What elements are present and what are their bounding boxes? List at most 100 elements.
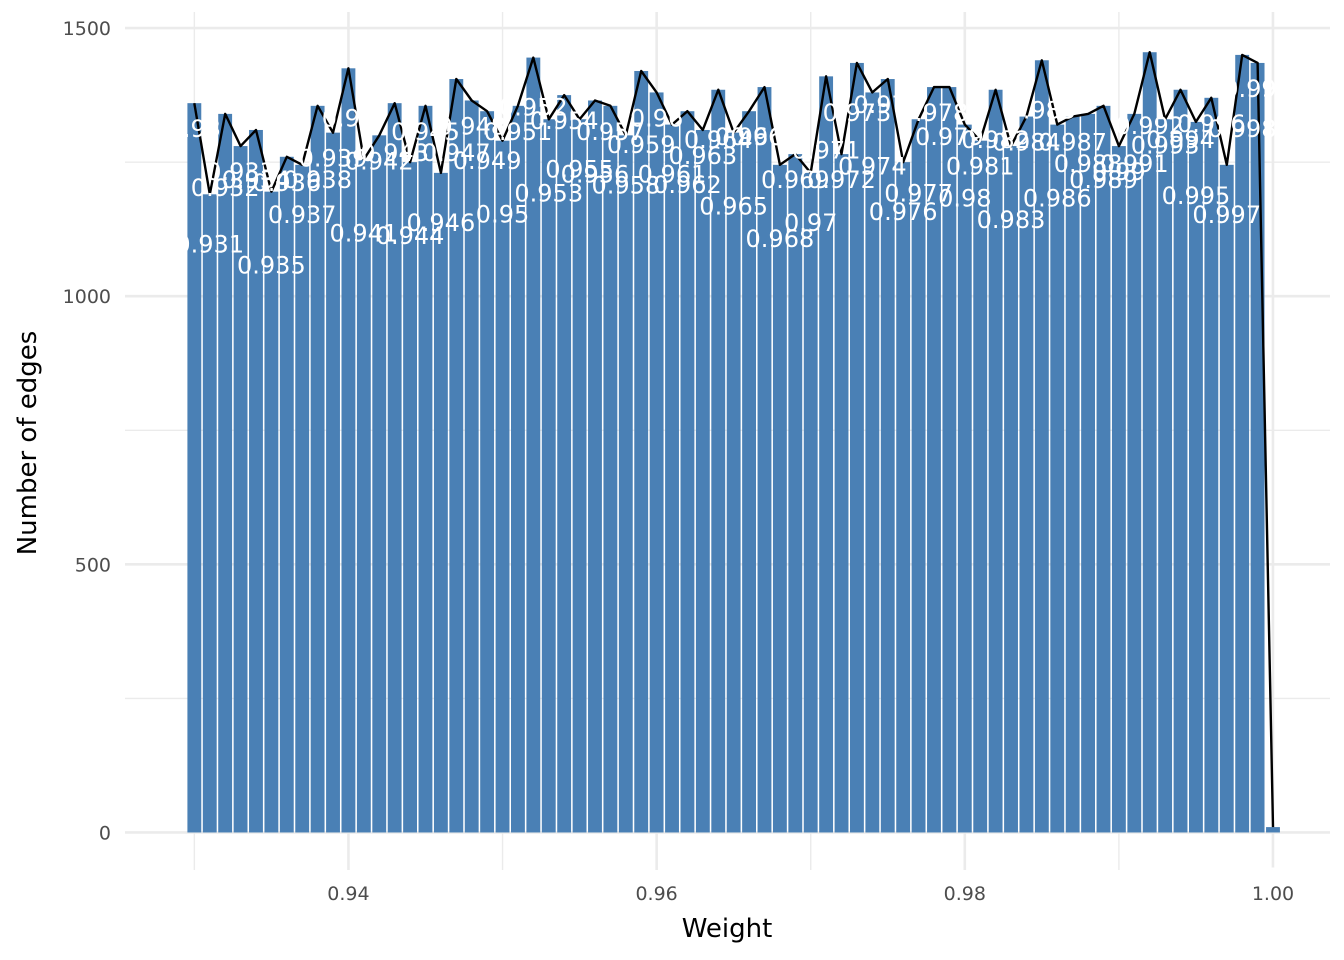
bar-value-label: 0.98 — [938, 185, 991, 213]
bar-value-label: 0.934 — [222, 166, 291, 194]
bar — [1004, 146, 1018, 833]
bar-value-label: 0.944 — [376, 222, 445, 250]
bar-value-label: 0.974 — [838, 152, 907, 180]
bar — [1219, 164, 1234, 833]
bar — [850, 62, 864, 833]
bar — [187, 103, 202, 833]
bar-value-label: 0.933 — [206, 158, 275, 186]
bar — [1065, 116, 1080, 833]
bar — [202, 194, 217, 833]
bar-value-label: 0.952 — [499, 94, 568, 122]
y-tick-label: 0 — [99, 822, 111, 844]
bar-value-label: 0.986 — [1023, 185, 1092, 213]
bar — [310, 105, 325, 833]
bar-value-label: 0.943 — [360, 139, 429, 167]
y-tick-label: 1000 — [63, 286, 111, 308]
bar — [1111, 146, 1126, 833]
bar-value-label: 0.987 — [1038, 129, 1107, 157]
bar-value-label: 0.985 — [1007, 96, 1076, 124]
bar — [387, 103, 402, 833]
bar-value-label: 0.97 — [784, 209, 837, 237]
bar — [803, 172, 818, 833]
bar-value-label: 0.957 — [576, 118, 645, 146]
bar-value-label: 0.946 — [407, 209, 476, 237]
bar — [279, 156, 294, 833]
x-axis-title: Weight — [682, 914, 773, 944]
bar-value-label: 0.945 — [391, 118, 460, 146]
bar — [1158, 119, 1173, 833]
bar-value-label: 0.979 — [915, 123, 984, 151]
bar — [726, 132, 741, 833]
bar-value-label: 0.997 — [1192, 201, 1261, 229]
bar — [680, 111, 695, 833]
bar-value-label: 0.96 — [630, 104, 683, 132]
bar-value-label: 0.977 — [884, 179, 953, 207]
bar — [896, 162, 911, 833]
bar — [403, 162, 418, 833]
bar-value-label: 0.999 — [1223, 75, 1292, 103]
bar-value-label: 0.989 — [1069, 166, 1138, 194]
bar — [1019, 116, 1034, 833]
x-tick-label: 0.94 — [327, 883, 369, 905]
bar-value-label: 0.994 — [1146, 126, 1215, 154]
bar — [927, 87, 941, 833]
bar — [588, 100, 602, 833]
bar — [1173, 89, 1188, 833]
bar-value-label: 0.965 — [699, 193, 768, 221]
bar — [572, 119, 587, 833]
bar-value-label: 0.955 — [545, 155, 614, 183]
bar-value-label: 0.931 — [175, 230, 244, 258]
bar — [372, 135, 387, 833]
bar — [757, 87, 772, 833]
axis-ticks: 0.94 0.96 0.98 1.00 0 500 1000 1500 — [63, 18, 1295, 905]
bar — [1034, 60, 1049, 833]
bar-value-label: 0.951 — [484, 118, 553, 146]
bar — [988, 89, 1003, 833]
bar-value-label: 0.988 — [1054, 150, 1123, 178]
bar-value-label: 0.948 — [437, 112, 506, 140]
bar-value-label: 0.961 — [638, 161, 707, 189]
bar-value-label: 0.936 — [252, 169, 321, 197]
trend-line — [193, 51, 1275, 828]
bar — [634, 70, 649, 833]
bar — [788, 154, 803, 833]
bar — [1189, 121, 1203, 833]
bar-value-label: 0.968 — [746, 225, 815, 253]
bar — [711, 89, 726, 833]
bar — [356, 159, 371, 833]
bar-value-label: 0.99 — [1092, 158, 1145, 186]
bar — [1204, 97, 1219, 833]
bar-value-label: 0.95 — [476, 201, 529, 229]
bar — [464, 100, 479, 833]
bar — [218, 113, 233, 833]
bar-value-label: 0.978 — [900, 99, 969, 127]
bar — [1142, 52, 1157, 833]
bar — [557, 95, 572, 833]
bar — [433, 172, 448, 833]
bar — [649, 92, 664, 833]
bar — [911, 119, 926, 833]
bar-value-label: 0.956 — [561, 160, 630, 188]
bar — [1250, 62, 1265, 833]
bar-value-label: 0.938 — [283, 166, 352, 194]
bar — [973, 140, 988, 833]
bar-value-label: 0.973 — [823, 99, 892, 127]
bar-value-label: 0.953 — [514, 179, 583, 207]
bar — [418, 105, 433, 833]
bar-value-label: 0.975 — [853, 91, 922, 119]
bar — [526, 57, 541, 833]
bar-value-label: 0.947 — [422, 139, 491, 167]
bar-value-label: 0.954 — [530, 107, 599, 135]
bar — [341, 68, 356, 833]
bar — [233, 146, 248, 833]
bar — [495, 140, 510, 833]
bar — [1081, 113, 1096, 833]
x-tick-label: 0.96 — [635, 883, 677, 905]
bar — [618, 135, 633, 833]
bar — [1127, 113, 1142, 833]
bar — [511, 105, 525, 833]
bar-value-label: 0.981 — [946, 153, 1015, 181]
bar — [865, 92, 880, 833]
y-tick-label: 500 — [75, 554, 111, 576]
